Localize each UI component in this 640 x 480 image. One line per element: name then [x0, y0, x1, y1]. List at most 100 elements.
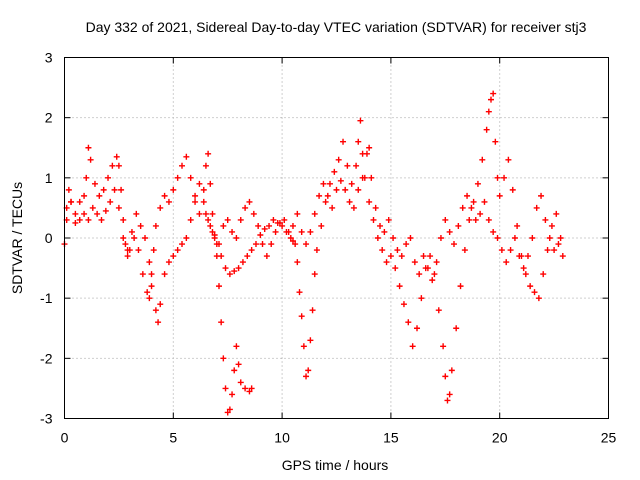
data-point — [394, 247, 401, 254]
data-point — [409, 343, 416, 350]
data-point — [374, 235, 381, 241]
data-point — [363, 150, 370, 157]
data-point — [224, 409, 231, 416]
data-point — [329, 204, 336, 211]
data-point — [485, 216, 492, 223]
data-point — [152, 307, 159, 314]
data-point — [559, 253, 566, 260]
x-tick-label: 0 — [61, 430, 69, 446]
data-point — [187, 216, 194, 223]
data-point — [548, 222, 555, 229]
data-point — [485, 108, 492, 115]
data-point — [255, 222, 262, 229]
data-point — [390, 235, 397, 241]
data-point — [405, 319, 412, 326]
data-point — [501, 174, 508, 181]
data-point — [259, 241, 266, 248]
data-point — [150, 247, 157, 254]
chart-title: Day 332 of 2021, Sidereal Day-to-day VTE… — [86, 19, 587, 35]
data-point — [124, 247, 131, 254]
data-point — [98, 216, 105, 223]
data-point — [248, 247, 255, 254]
data-point — [435, 307, 442, 314]
y-tick-label: -2 — [40, 350, 53, 366]
data-point — [296, 289, 303, 296]
data-point — [416, 271, 423, 278]
data-point — [94, 210, 101, 217]
y-tick-label: 2 — [45, 110, 53, 126]
data-point — [557, 235, 564, 241]
data-point — [472, 216, 479, 223]
data-point — [85, 216, 92, 223]
data-point — [492, 138, 499, 145]
data-point — [68, 198, 75, 205]
data-point — [218, 253, 225, 260]
data-point — [226, 271, 233, 278]
data-point — [237, 379, 244, 386]
data-point — [355, 138, 362, 145]
data-point — [231, 268, 238, 275]
data-point — [431, 271, 438, 278]
data-point — [353, 162, 360, 169]
data-point — [157, 204, 164, 211]
data-point — [270, 216, 277, 223]
data-point — [433, 259, 440, 266]
data-point — [152, 222, 159, 229]
data-point — [542, 216, 549, 223]
data-point — [102, 207, 109, 214]
data-point — [538, 192, 545, 199]
data-point — [411, 259, 418, 266]
data-point — [229, 228, 236, 235]
x-tick-label: 15 — [383, 430, 399, 446]
data-point — [242, 204, 249, 211]
data-point — [303, 373, 310, 380]
data-point — [487, 96, 494, 103]
data-point — [222, 385, 229, 392]
data-point — [366, 198, 373, 205]
data-point — [268, 241, 275, 248]
data-point — [520, 265, 527, 272]
data-point — [124, 253, 131, 260]
data-point — [289, 238, 296, 245]
axis-ticks: 0 5 10 15 20 25 -3 -2 -1 0 1 2 3 — [40, 50, 616, 446]
data-point — [215, 283, 222, 290]
data-point — [298, 228, 305, 235]
data-point — [211, 231, 218, 238]
data-point — [209, 228, 216, 235]
data-point — [137, 222, 144, 229]
data-point — [76, 216, 83, 223]
data-point — [272, 228, 279, 235]
data-point — [494, 174, 501, 181]
data-point — [427, 253, 434, 260]
data-point — [237, 216, 244, 223]
data-point — [333, 186, 340, 193]
data-point — [385, 216, 392, 223]
data-point — [133, 210, 140, 217]
data-point — [309, 307, 316, 314]
data-point — [135, 247, 142, 254]
data-point — [144, 289, 151, 296]
data-point — [444, 397, 451, 404]
data-point — [113, 153, 120, 160]
data-point — [348, 180, 355, 187]
data-point — [72, 210, 79, 217]
data-point — [187, 174, 194, 181]
data-point — [220, 222, 227, 229]
data-point — [420, 253, 427, 260]
data-point — [81, 210, 88, 217]
data-point — [196, 180, 203, 187]
data-point — [357, 117, 364, 124]
data-point — [276, 219, 283, 226]
data-point — [448, 367, 455, 374]
data-point — [429, 277, 436, 284]
data-point — [516, 253, 523, 260]
data-point — [146, 295, 153, 302]
data-point — [533, 204, 540, 211]
data-point — [183, 235, 190, 241]
data-point — [72, 219, 79, 226]
data-point — [239, 259, 246, 266]
x-axis-label: GPS time / hours — [282, 457, 389, 473]
data-point — [292, 241, 299, 248]
data-point — [498, 247, 505, 254]
data-point — [522, 271, 529, 278]
